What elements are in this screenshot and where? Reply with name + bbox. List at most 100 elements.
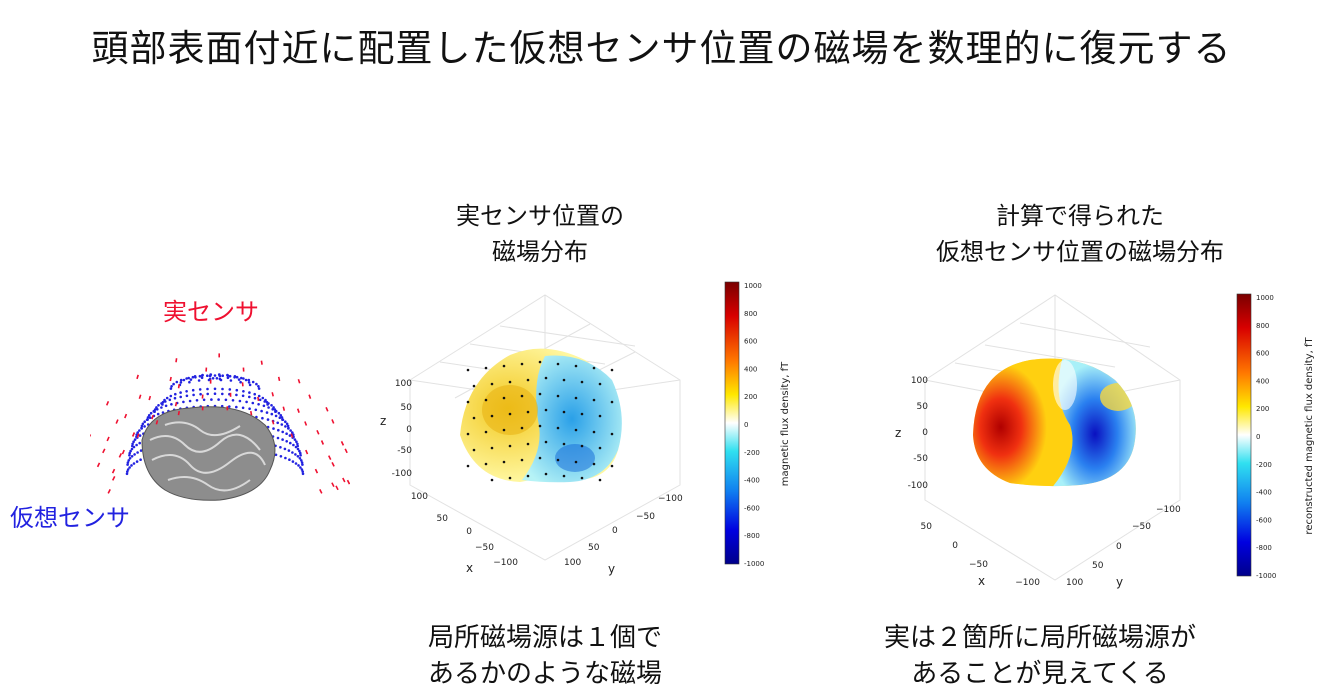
sensor-position-dot — [598, 382, 602, 386]
virtual-sensor-dot — [228, 388, 232, 391]
virtual-sensor-dot — [221, 392, 224, 396]
virtual-sensor-dot — [296, 442, 299, 446]
right-caption-line1: 実は２箇所に局所磁場源が — [883, 623, 1196, 653]
sensor-position-dot — [490, 382, 494, 386]
real-sensor-tick — [320, 440, 325, 445]
virtual-sensor-dot — [140, 427, 143, 430]
right-surface — [973, 358, 1136, 487]
sensor-position-dot — [466, 368, 470, 372]
virtual-sensor-dot — [135, 460, 139, 463]
virtual-sensor-dot — [202, 398, 206, 402]
middle-ytick-2: 0 — [612, 526, 618, 536]
virtual-sensor-dot — [182, 400, 185, 404]
real-sensor-tick — [327, 455, 332, 460]
virtual-sensor-dot — [297, 464, 300, 467]
virtual-sensor-dot — [267, 406, 270, 409]
colorbar-tick-label: 800 — [1256, 322, 1269, 330]
sensor-position-dot — [562, 378, 566, 382]
colorbar-tick-label: 0 — [1256, 433, 1260, 441]
virtual-sensor-dot — [170, 385, 173, 388]
virtual-sensor-dot — [133, 438, 137, 441]
real-sensor-tick — [121, 449, 125, 455]
virtual-sensor-dot — [213, 374, 217, 377]
virtual-sensor-dot — [270, 404, 273, 407]
right-ytick-3: 50 — [1092, 561, 1104, 571]
real-sensor-tick — [260, 360, 263, 365]
virtual-sensor-dot — [200, 376, 204, 380]
colorbar-tick-label: -200 — [744, 449, 760, 457]
virtual-sensor-dot — [294, 445, 298, 449]
virtual-sensor-dot — [179, 391, 182, 394]
virtual-sensor-dot — [271, 408, 274, 411]
virtual-sensor-dot — [257, 403, 260, 406]
virtual-sensor-dot — [266, 418, 270, 421]
right-ytick-2: 0 — [1116, 542, 1122, 552]
sensor-position-dot — [490, 414, 494, 418]
virtual-sensor-dot — [221, 387, 224, 391]
virtual-sensor-dot — [241, 394, 245, 398]
virtual-sensor-dot — [228, 374, 232, 378]
virtual-sensor-dot — [248, 391, 251, 394]
virtual-sensor-dot — [276, 421, 279, 425]
virtual-sensor-dot — [261, 416, 264, 420]
virtual-sensor-dot — [139, 458, 142, 461]
middle-ytick-1: −50 — [636, 512, 655, 522]
right-ytick-0: −100 — [1156, 505, 1181, 515]
virtual-sensor-dot — [156, 412, 160, 416]
virtual-sensor-dot — [164, 400, 167, 403]
real-sensor-tick — [271, 420, 275, 425]
virtual-sensor-dot — [235, 393, 238, 397]
colorbar-tick-label: -400 — [1256, 489, 1272, 497]
colorbar-tick-label: 0 — [744, 421, 748, 429]
virtual-sensor-dot — [195, 399, 199, 402]
middle-xtick-1: 50 — [437, 514, 449, 524]
virtual-sensor-dot — [274, 453, 278, 457]
virtual-sensor-dot — [247, 381, 251, 384]
virtual-sensor-dot — [138, 434, 142, 437]
colorbar-tick-label: 200 — [744, 393, 757, 401]
colorbar-tick-label: -600 — [744, 504, 760, 512]
virtual-sensor-dot — [129, 449, 132, 453]
real-sensor-tick — [314, 468, 319, 474]
real-sensor-tick — [136, 433, 140, 438]
virtual-sensor-dot — [140, 424, 144, 428]
sensor-position-dot — [592, 430, 596, 434]
virtual-sensor-dot — [157, 404, 160, 407]
virtual-sensor-dot — [248, 395, 251, 399]
sensor-position-dot — [610, 400, 614, 404]
sensor-position-dot — [556, 394, 560, 398]
sensor-position-dot — [580, 476, 584, 480]
virtual-sensor-dot — [300, 468, 304, 471]
virtual-sensor-dot — [238, 399, 242, 403]
virtual-sensor-dot — [191, 375, 195, 379]
sensor-position-dot — [538, 424, 542, 428]
sensor-position-dot — [484, 462, 488, 466]
real-sensor-tick — [340, 441, 345, 446]
virtual-sensor-dot — [126, 463, 129, 466]
virtual-sensor-dot — [281, 438, 284, 441]
middle-x-label: x — [466, 561, 473, 575]
virtual-sensor-dot — [185, 394, 189, 398]
sensor-position-dot — [490, 446, 494, 450]
right-ztick-0: 100 — [911, 376, 928, 386]
virtual-sensor-dot — [198, 374, 202, 378]
virtual-sensor-dot — [301, 470, 304, 473]
real-sensor-label: 実センサ — [163, 298, 259, 326]
virtual-sensor-dot — [274, 409, 278, 413]
virtual-sensor-dot — [248, 407, 251, 410]
virtual-sensor-dot — [254, 408, 258, 412]
sensor-position-dot — [526, 410, 530, 414]
colorbar-tick-label: -600 — [1256, 516, 1272, 524]
middle-ytick-3: 50 — [588, 543, 600, 553]
virtual-sensor-dot — [258, 398, 262, 402]
right-field-plot: 100 50 0 -50 -100 z 50 0 −50 −100 x −100… — [895, 294, 1181, 589]
virtual-sensor-dot — [237, 378, 241, 381]
colorbar-tick-label: -200 — [1256, 461, 1272, 469]
real-sensor-tick — [136, 374, 139, 380]
sensor-position-dot — [544, 408, 548, 412]
virtual-sensor-dot — [245, 400, 248, 404]
sensor-position-dot — [538, 360, 542, 364]
real-sensor-tick — [296, 408, 300, 413]
virtual-sensor-dot — [209, 373, 213, 376]
virtual-sensor-dot — [191, 388, 195, 392]
